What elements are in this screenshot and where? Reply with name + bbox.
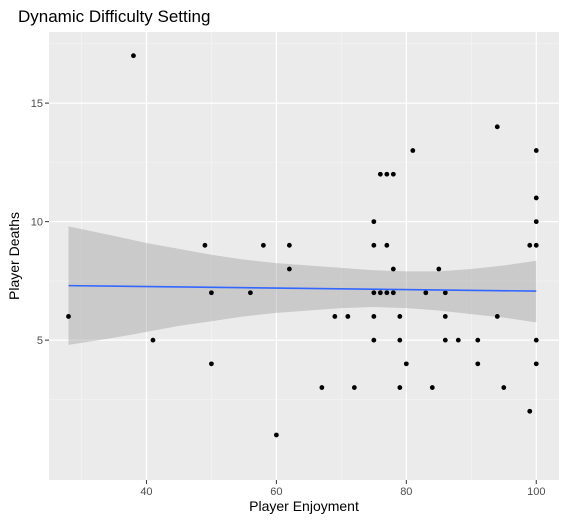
data-point	[384, 242, 390, 248]
data-point	[533, 242, 539, 248]
data-point	[332, 314, 338, 319]
data-point	[442, 314, 448, 319]
x-tick-label: 100	[527, 486, 545, 498]
data-point	[390, 171, 396, 177]
data-point	[273, 432, 279, 438]
data-point	[371, 219, 377, 225]
confidence-band	[68, 226, 537, 345]
data-point	[384, 290, 390, 296]
data-point	[501, 385, 507, 390]
x-tick-label: 40	[140, 486, 152, 498]
data-point	[475, 337, 481, 343]
data-point	[209, 361, 214, 367]
data-point	[286, 242, 292, 248]
data-point	[533, 148, 539, 153]
data-point	[527, 408, 533, 414]
data-point	[494, 314, 500, 319]
data-point	[403, 361, 409, 367]
minor-gridlines	[49, 32, 559, 480]
data-point	[345, 314, 351, 319]
major-gridlines	[49, 32, 559, 480]
data-point	[351, 385, 357, 390]
data-point	[150, 337, 156, 343]
data-point	[202, 242, 208, 248]
data-point	[286, 266, 292, 272]
data-point	[248, 290, 253, 296]
data-point	[371, 337, 377, 343]
data-point	[455, 337, 461, 343]
regression-line	[68, 284, 537, 292]
data-point	[533, 195, 539, 201]
data-point	[66, 314, 71, 319]
data-point	[429, 385, 435, 390]
data-point	[390, 290, 396, 296]
data-point	[319, 385, 325, 390]
data-point	[384, 171, 390, 177]
y-tick-label: 10	[31, 217, 43, 229]
data-point	[423, 290, 429, 296]
data-point	[397, 314, 403, 319]
data-point	[397, 385, 403, 390]
x-axis-ticks: 40 60 80 100	[140, 480, 545, 498]
y-axis-title: Player Deaths	[6, 212, 22, 300]
data-point	[533, 361, 539, 367]
x-tick-label: 60	[270, 486, 282, 498]
y-axis-ticks: 5 10 15	[31, 98, 49, 347]
data-point	[527, 242, 533, 248]
data-point	[371, 242, 377, 248]
data-point	[442, 290, 448, 296]
data-point	[209, 290, 214, 296]
data-point	[377, 290, 383, 296]
data-point	[494, 124, 500, 130]
data-points	[66, 53, 539, 438]
plot-panel	[49, 32, 559, 480]
chart-title: Dynamic Difficulty Setting	[18, 7, 210, 26]
data-point	[533, 219, 539, 225]
y-tick-label: 5	[37, 335, 43, 347]
data-point	[436, 266, 442, 272]
x-axis-title: Player Enjoyment	[249, 498, 359, 514]
data-point	[533, 337, 539, 343]
data-point	[442, 337, 448, 343]
data-point	[371, 314, 377, 319]
x-tick-label: 80	[400, 486, 412, 498]
data-point	[397, 337, 403, 343]
data-point	[475, 361, 481, 367]
y-tick-label: 15	[31, 98, 43, 110]
data-point	[371, 290, 377, 296]
data-point	[390, 266, 396, 272]
data-point	[260, 242, 266, 248]
data-point	[131, 53, 136, 59]
data-point	[410, 148, 416, 153]
data-point	[377, 171, 383, 177]
